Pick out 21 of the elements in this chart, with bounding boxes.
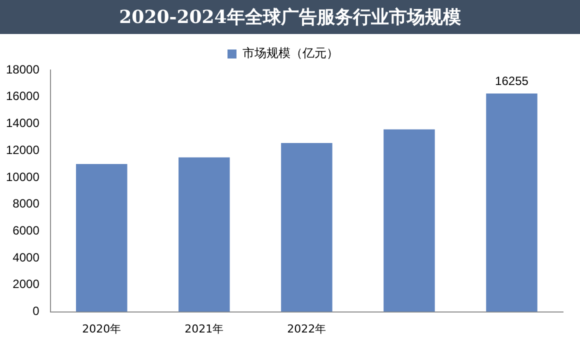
x-tick-label: 2022年 — [287, 322, 326, 336]
x-tick-label: 2020年 — [82, 322, 122, 336]
bar — [384, 129, 435, 312]
y-tick-label: 16000 — [6, 89, 40, 104]
chart-title: 2020-2024年全球广告服务行业市场规模 — [0, 0, 580, 34]
y-tick-label: 4000 — [12, 250, 40, 264]
y-tick-label: 14000 — [6, 116, 40, 130]
bar — [178, 157, 230, 312]
y-tick-label: 18000 — [6, 62, 40, 76]
y-tick-label: 2000 — [12, 277, 40, 292]
data-label: 16255 — [495, 74, 529, 88]
legend-label: 市场规模（亿元） — [242, 46, 338, 60]
y-tick-label: 0 — [32, 304, 40, 318]
y-tick-label: 10000 — [6, 170, 40, 184]
bar — [281, 142, 332, 312]
x-tick-label: 2021年 — [184, 322, 224, 336]
bar — [76, 164, 128, 312]
y-tick-label: 6000 — [12, 224, 40, 238]
bar — [486, 93, 538, 312]
y-tick-label: 8000 — [12, 196, 40, 211]
y-tick-label: 12000 — [6, 142, 40, 157]
